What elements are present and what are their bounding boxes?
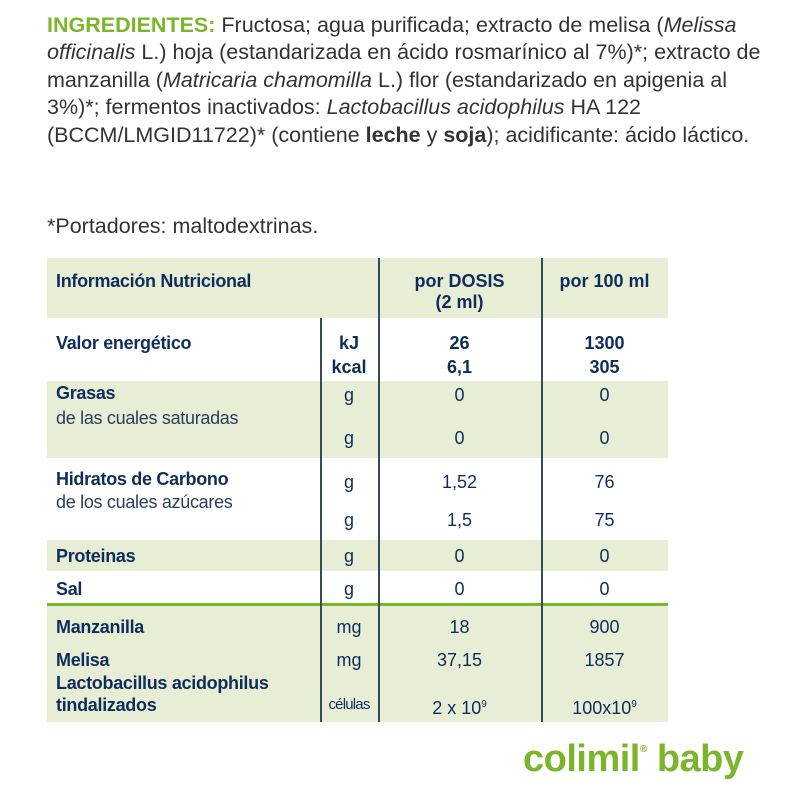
carriers-note: *Portadores: maltodextrinas. <box>47 214 319 238</box>
brand-logo: colimil® baby <box>523 738 744 780</box>
column-divider <box>541 258 543 722</box>
protein-row: Proteinas g 0 0 <box>47 540 668 571</box>
actives-section: Manzanilla mg 18 900 Melisa mg 37,15 185… <box>47 603 668 722</box>
section-divider <box>47 603 668 606</box>
ingredients-text: INGREDIENTES: Fructosa; agua purificada;… <box>47 13 761 147</box>
nutrition-table: Información Nutricional por DOSIS (2 ml)… <box>47 258 668 722</box>
carbs-row: Hidratos de Carbono de los cuales azúcar… <box>56 469 615 530</box>
salt-row: Sal g 0 0 <box>56 579 610 599</box>
fat-row: Grasas de las cuales saturadas g 0 0 g 0… <box>47 381 668 458</box>
column-divider <box>378 258 380 722</box>
energy-row: Valor energético kJ kcal 26 6,1 1300 305 <box>56 333 625 377</box>
column-divider <box>320 318 322 722</box>
header-row: Información Nutricional por DOSIS (2 ml)… <box>47 258 668 318</box>
